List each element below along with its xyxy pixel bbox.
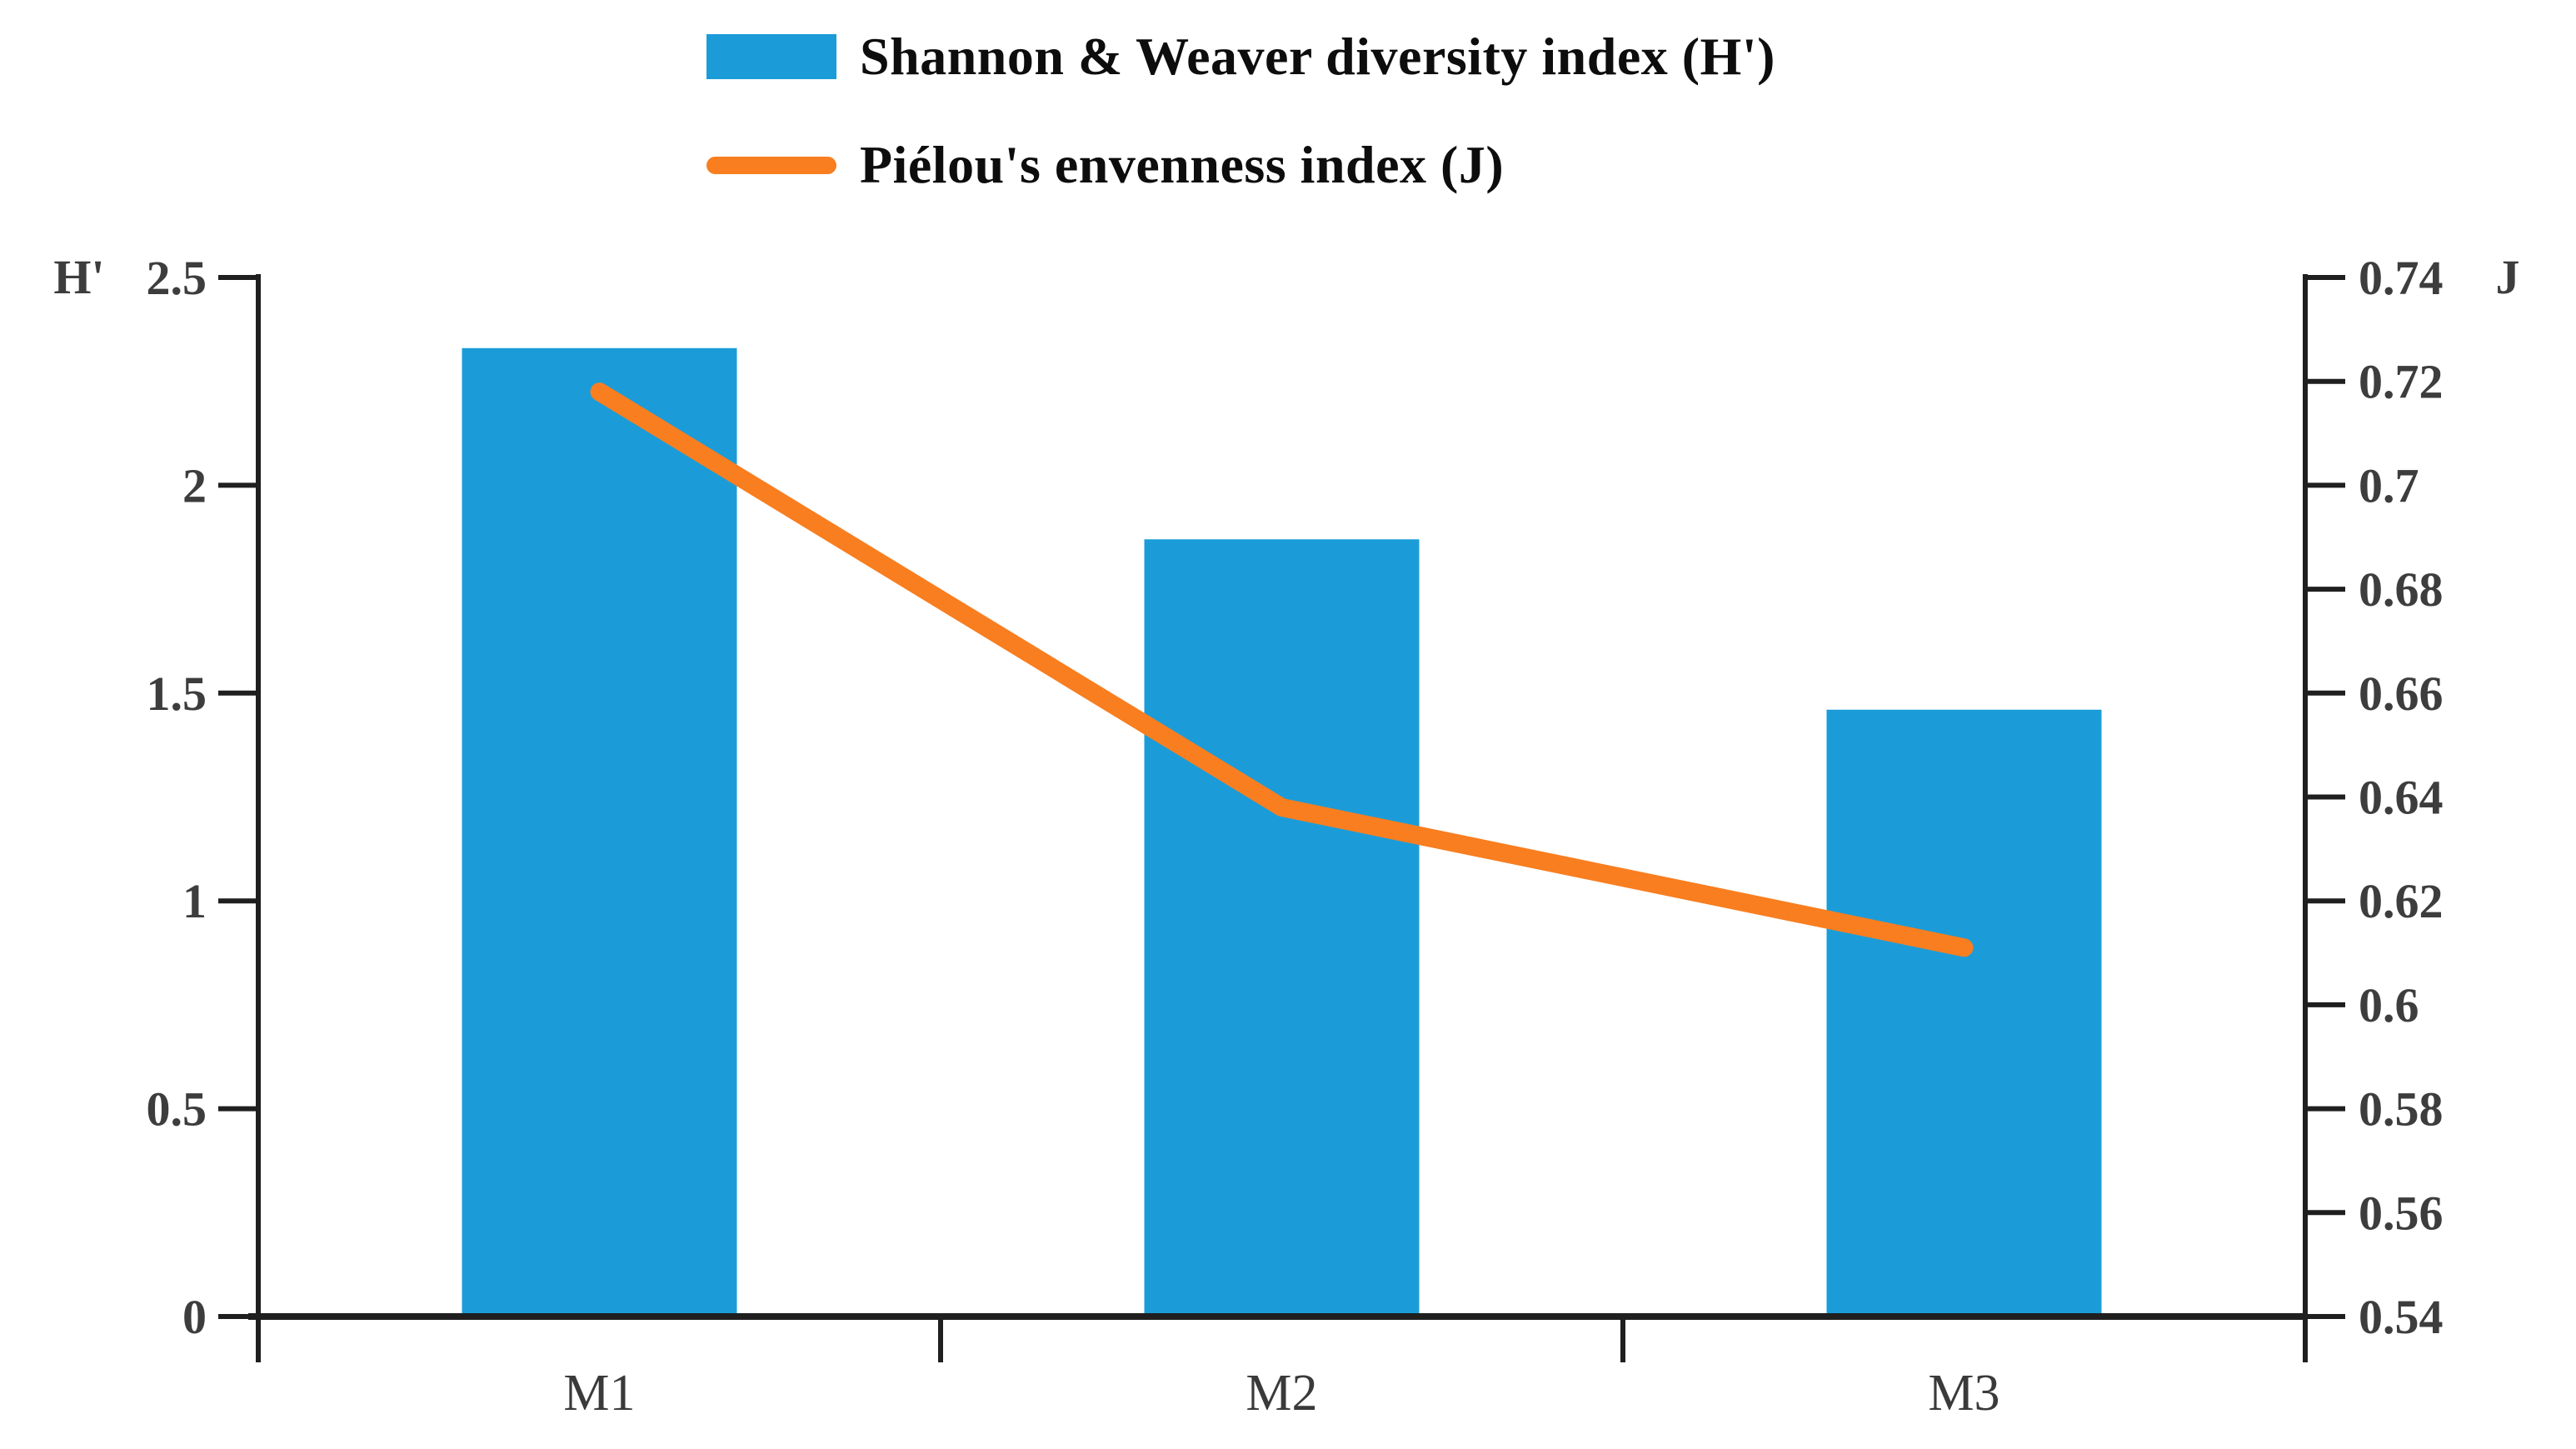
category-label-m3: M3 bbox=[1928, 1365, 1999, 1422]
category-label-m2: M2 bbox=[1246, 1365, 1317, 1422]
right-tick-label: 0.68 bbox=[2359, 562, 2444, 617]
left-tick-label: 1.5 bbox=[147, 667, 207, 721]
left-tick-label: 0.5 bbox=[147, 1082, 207, 1137]
right-tick-label: 0.62 bbox=[2359, 874, 2444, 928]
left-tick-label: 2.5 bbox=[147, 251, 207, 305]
category-label-m1: M1 bbox=[563, 1365, 635, 1422]
right-tick-label: 0.66 bbox=[2359, 667, 2444, 721]
right-tick-label: 0.74 bbox=[2359, 251, 2444, 305]
left-tick-label: 2 bbox=[182, 458, 207, 512]
bar-m2 bbox=[1144, 539, 1420, 1317]
bar-swatch-icon bbox=[706, 34, 836, 79]
right-tick-label: 0.7 bbox=[2359, 458, 2419, 512]
line-series bbox=[590, 382, 1974, 957]
right-tick-label: 0.6 bbox=[2359, 978, 2419, 1032]
legend-label-line: Piélou's envenness index (J) bbox=[860, 135, 1505, 194]
left-axis-title: H' bbox=[53, 250, 104, 304]
right-tick-label: 0.56 bbox=[2359, 1186, 2444, 1240]
line-swatch-icon bbox=[706, 156, 836, 174]
right-axis-title: J bbox=[2496, 250, 2520, 304]
right-tick-label: 0.64 bbox=[2359, 771, 2444, 825]
bar-m1 bbox=[462, 347, 737, 1317]
left-tick-label: 1 bbox=[182, 874, 207, 928]
right-tick-label: 0.58 bbox=[2359, 1082, 2444, 1137]
right-tick-label: 0.54 bbox=[2359, 1290, 2444, 1344]
legend-item-bars: Shannon & Weaver diversity index (H') bbox=[706, 27, 1775, 86]
legend: Shannon & Weaver diversity index (H') Pi… bbox=[706, 27, 1775, 194]
legend-label-bars: Shannon & Weaver diversity index (H') bbox=[860, 27, 1775, 86]
bar-m3 bbox=[1826, 709, 2102, 1317]
legend-item-line: Piélou's envenness index (J) bbox=[706, 135, 1775, 194]
left-tick-label: 0 bbox=[182, 1290, 207, 1344]
right-tick-label: 0.72 bbox=[2359, 355, 2444, 409]
